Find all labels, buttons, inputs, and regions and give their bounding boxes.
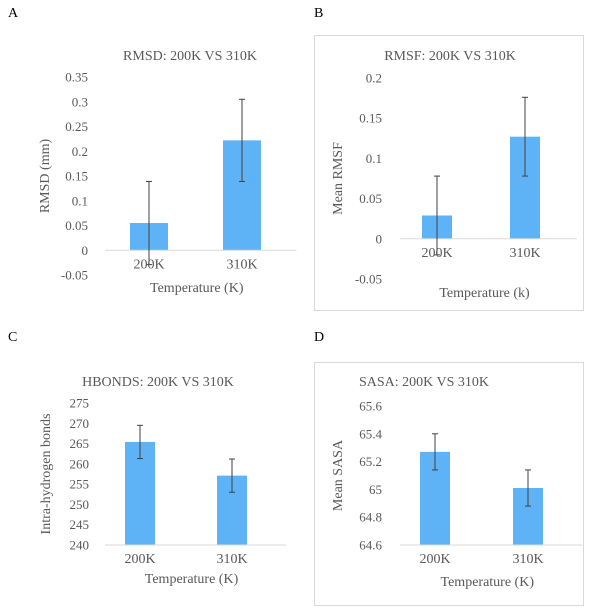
y-tick-label: 0 — [82, 243, 89, 258]
y-axis-label: RMSD (mm) — [38, 139, 53, 214]
panel-letter-c: C — [8, 330, 18, 345]
y-tick-label: 0.15 — [65, 169, 88, 184]
y-tick-label: 0.15 — [359, 111, 382, 126]
y-tick-label: 275 — [70, 396, 90, 411]
y-tick-label: 0.2 — [366, 71, 382, 86]
y-tick-label: 0.3 — [72, 94, 88, 109]
y-tick-label: 0.2 — [72, 144, 88, 159]
y-tick-label: 255 — [70, 477, 90, 492]
x-tick-label: 310K — [512, 552, 543, 567]
y-tick-label: -0.05 — [355, 272, 382, 287]
y-tick-label: 245 — [70, 517, 90, 532]
panel-letter-a: A — [8, 6, 19, 21]
chart-hbonds: HBONDS: 200K VS 310K 240 245 250 255 260 265 27… — [39, 375, 286, 587]
chart-title: RMSD: 200K VS 310K — [123, 49, 257, 64]
y-tick-label: 0.25 — [65, 119, 88, 134]
x-axis-label: Temperature (K) — [150, 281, 244, 296]
panel-letter-b: B — [314, 6, 324, 21]
x-tick-label: 310K — [509, 246, 540, 261]
y-tick-label: 270 — [70, 416, 90, 431]
y-axis-label: Intra-hydrogen bonds — [39, 414, 54, 535]
y-tick-label: 0.05 — [359, 191, 382, 206]
y-tick-label: 65.6 — [359, 399, 382, 414]
y-tick-label: 260 — [70, 456, 90, 471]
x-tick-label: 200K — [421, 246, 452, 261]
y-tick-label: 0.1 — [72, 193, 88, 208]
x-tick-label: 200K — [124, 552, 155, 567]
y-tick-label: -0.05 — [61, 268, 88, 283]
chart-title: RMSF: 200K VS 310K — [384, 49, 516, 64]
y-tick-label: 65.2 — [359, 454, 382, 469]
y-tick-label: 240 — [70, 538, 90, 553]
x-tick-label: 310K — [216, 552, 247, 567]
x-tick-label: 200K — [419, 552, 450, 567]
x-axis-label: Temperature (K) — [441, 575, 535, 590]
chart-rmsd: RMSD: 200K VS 310K -0.05 0 0.05 0.1 0.15 0.2 0.… — [38, 49, 297, 296]
y-tick-label: 64.6 — [359, 538, 382, 553]
chart-rmsf: RMSF: 200K VS 310K -0.05 0 0.05 0.1 0.15 0.2 Me… — [331, 49, 577, 301]
y-axis-label: Mean SASA — [331, 439, 346, 511]
y-tick-label: 250 — [70, 497, 90, 512]
y-tick-label: 0 — [376, 231, 383, 246]
x-axis-label: Temperature (k) — [439, 286, 530, 301]
chart-frame-d — [314, 362, 584, 606]
y-tick-label: 265 — [70, 436, 90, 451]
y-tick-label: 64.8 — [359, 510, 382, 525]
y-tick-label: 65 — [369, 482, 382, 497]
y-axis-label: Mean RMSF — [331, 142, 346, 215]
y-tick-label: 0.35 — [65, 70, 88, 85]
chart-title: HBONDS: 200K VS 310K — [82, 375, 234, 390]
chart-title: SASA: 200K VS 310K — [359, 375, 489, 390]
y-tick-label: 0.05 — [65, 218, 88, 233]
x-tick-label: 200K — [133, 257, 164, 272]
bar-200K — [125, 441, 155, 545]
y-tick-label: 65.4 — [359, 426, 382, 441]
panel-letter-d: D — [314, 330, 325, 345]
y-tick-label: 0.1 — [366, 151, 382, 166]
x-axis-label: Temperature (K) — [145, 572, 239, 587]
chart-sasa: SASA: 200K VS 310K 64.6 64.8 65 65.2 65.4 65.6… — [331, 375, 583, 590]
chart-frame-b — [314, 35, 584, 311]
x-tick-label: 310K — [226, 257, 257, 272]
